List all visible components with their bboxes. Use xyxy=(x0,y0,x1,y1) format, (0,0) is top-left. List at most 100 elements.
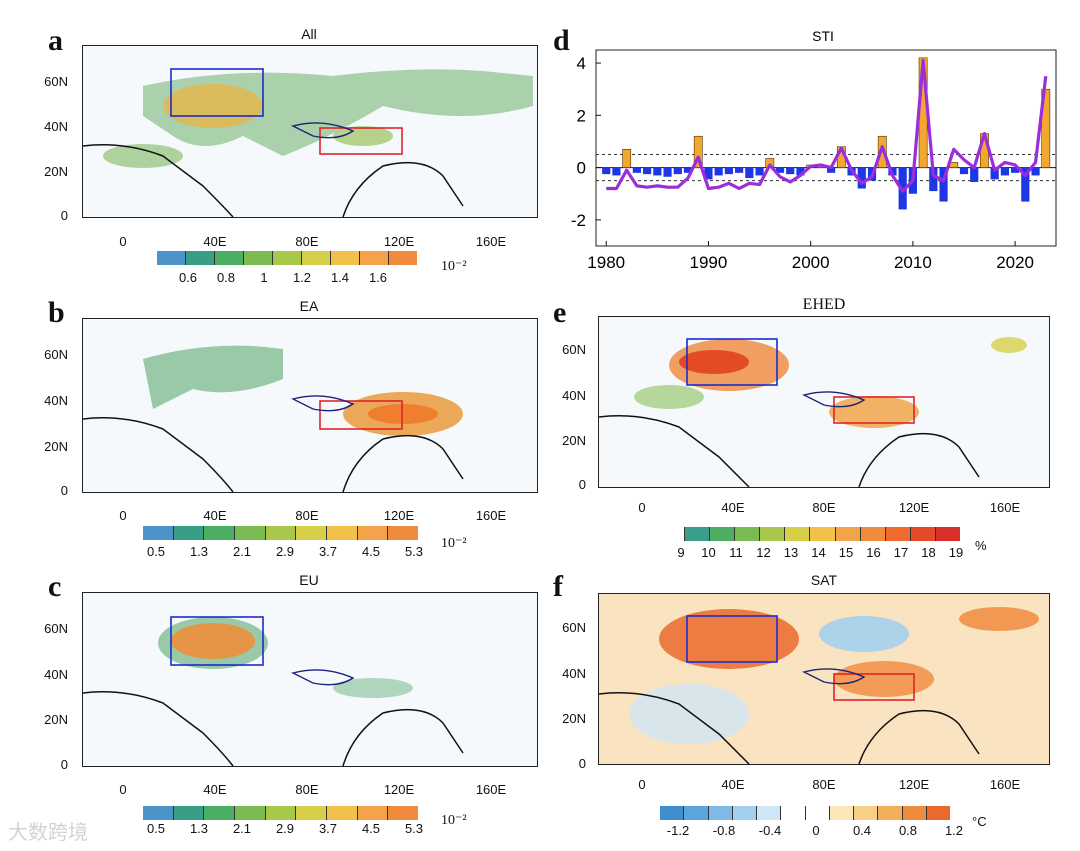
colorbar-f-swatch-0 xyxy=(660,806,685,820)
colorbar-a-swatch-8 xyxy=(389,251,417,265)
map-eu-eu-box xyxy=(170,616,264,666)
colorbar-f-label-0: -1.2 xyxy=(666,823,690,838)
map-f-lat-0: 0 xyxy=(578,756,586,771)
colorbar-b-swatch-1 xyxy=(173,526,205,540)
colorbar-e-label-7: 16 xyxy=(866,545,881,560)
map-c-lon-0: 0 xyxy=(119,782,127,797)
colorbar-f-swatch-4 xyxy=(757,806,782,820)
map-b-lat-40n: 40N xyxy=(44,393,68,408)
colorbar-f-unit: °C xyxy=(972,814,987,829)
colorbar-c-swatch-5 xyxy=(296,806,328,820)
panel-c-label: c xyxy=(48,570,62,603)
sti-xtick-label-3: 2010 xyxy=(894,253,932,272)
colorbar-e xyxy=(660,527,960,541)
colorbar-c-label-3: 2.9 xyxy=(275,821,295,836)
colorbar-f-swatch-3 xyxy=(732,806,757,820)
map-all-eu-box xyxy=(170,68,264,117)
map-sat-ea-box xyxy=(833,673,915,701)
colorbar-e-swatch-11 xyxy=(935,527,960,541)
colorbar-b-swatch-2 xyxy=(204,526,236,540)
map-b-lon-120e: 120E xyxy=(383,508,415,523)
panel-b-title: EA xyxy=(299,298,319,314)
map-e-lat-60n: 60N xyxy=(562,342,586,357)
panel-c-title: EU xyxy=(299,572,319,588)
sti-xtick-label-0: 1980 xyxy=(587,253,625,272)
sti-xtick-label-2: 2000 xyxy=(792,253,830,272)
map-a-lon-160e: 160E xyxy=(475,234,507,249)
map-c-lat-0: 0 xyxy=(60,757,68,772)
sti-bar-1992 xyxy=(724,167,733,175)
map-b-lon-80e: 80E xyxy=(295,508,319,523)
sti-bar-1999 xyxy=(796,167,805,176)
colorbar-e-label-10: 19 xyxy=(948,545,964,560)
colorbar-a-label-4: 1.4 xyxy=(330,270,350,285)
colorbar-b-label-5: 4.5 xyxy=(361,544,381,559)
colorbar-f-swatch-2 xyxy=(708,806,733,820)
colorbar-f-label-1: -0.8 xyxy=(712,823,736,838)
map-ehed-eu-box xyxy=(686,338,778,386)
sti-bar-2022 xyxy=(1031,167,1040,176)
map-a-lat-40n: 40N xyxy=(44,119,68,134)
map-b-lon-40e: 40E xyxy=(203,508,227,523)
map-a-lat-0: 0 xyxy=(60,208,68,223)
sti-bar-1987 xyxy=(673,167,682,175)
colorbar-c-swatch-8 xyxy=(388,806,419,820)
colorbar-e-swatch-3 xyxy=(735,527,761,541)
colorbar-f-label-2: -0.4 xyxy=(758,823,782,838)
colorbar-c-swatch-3 xyxy=(235,806,266,820)
map-b-lat-20n: 20N xyxy=(44,439,68,454)
map-f-lon-160e: 160E xyxy=(989,777,1021,792)
colorbar-f xyxy=(660,806,950,820)
sti-line xyxy=(606,58,1048,193)
colorbar-b-swatch-4 xyxy=(265,526,297,540)
colorbar-c-swatch-7 xyxy=(357,806,389,820)
colorbar-b-label-4: 3.7 xyxy=(318,544,338,559)
colorbar-b-unit: 10⁻² xyxy=(441,536,467,551)
colorbar-a-swatch-2 xyxy=(215,251,244,265)
colorbar-c-label-0: 0.5 xyxy=(146,821,166,836)
colorbar-f-swatch-6 xyxy=(805,806,830,820)
map-e-lon-80e: 80E xyxy=(812,500,836,515)
map-a-lon-0: 0 xyxy=(119,234,127,249)
sti-bar-2015 xyxy=(959,167,969,175)
sti-bar-1997 xyxy=(775,167,785,173)
colorbar-e-swatch-6 xyxy=(810,527,836,541)
colorbar-b-label-0: 0.5 xyxy=(146,544,166,559)
sti-bar-1995 xyxy=(755,167,764,176)
sti-bar-1985 xyxy=(653,167,662,176)
colorbar-e-swatch-7 xyxy=(835,527,861,541)
colorbar-e-swatch-2 xyxy=(710,527,736,541)
sti-bar-2020 xyxy=(1011,167,1020,173)
colorbar-a-swatch-3 xyxy=(244,251,273,265)
map-f-lat-40n: 40N xyxy=(562,666,586,681)
colorbar-f-label-5: 0.8 xyxy=(898,823,918,838)
colorbar-f-label-4: 0.4 xyxy=(852,823,872,838)
map-e-lon-160e: 160E xyxy=(989,500,1021,515)
map-a-lat-60n: 60N xyxy=(44,74,68,89)
colorbar-c-swatch-2 xyxy=(204,806,236,820)
sti-bar-2007 xyxy=(877,135,887,168)
map-c-lat-60n: 60N xyxy=(44,621,68,636)
panel-a-title: All xyxy=(301,26,317,42)
sti-bar-2016 xyxy=(970,167,979,182)
sti-bar-2005 xyxy=(857,167,866,189)
colorbar-b-label-6: 5.3 xyxy=(404,544,424,559)
panel-e-label: e xyxy=(553,296,567,329)
colorbar-b xyxy=(143,526,419,540)
sti-bar-1980 xyxy=(602,167,611,175)
sti-bar-1983 xyxy=(632,167,641,173)
colorbar-e-label-3: 12 xyxy=(756,545,771,560)
colorbar-a-swatch-1 xyxy=(186,251,215,265)
sti-bar-1982 xyxy=(622,149,632,168)
map-b-lon-160e: 160E xyxy=(475,508,507,523)
colorbar-f-swatch-7 xyxy=(829,806,854,820)
map-ea-canvas xyxy=(83,345,464,492)
map-sat-canvas xyxy=(599,594,1049,764)
colorbar-a-swatch-0 xyxy=(157,251,186,265)
colorbar-e-swatch-8 xyxy=(860,527,886,541)
colorbar-e-label-1: 10 xyxy=(701,545,716,560)
colorbar-c-label-2: 2.1 xyxy=(232,821,252,836)
sti-bar-2021 xyxy=(1021,167,1030,202)
colorbar-b-swatch-8 xyxy=(388,526,419,540)
colorbar-c xyxy=(143,806,419,820)
